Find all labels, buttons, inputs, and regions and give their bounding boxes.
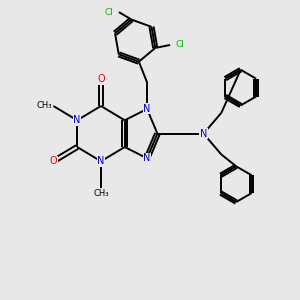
Text: N: N	[200, 129, 207, 139]
Text: O: O	[50, 156, 57, 166]
Text: N: N	[74, 115, 81, 125]
Text: N: N	[143, 153, 151, 163]
Text: N: N	[97, 156, 105, 166]
Text: O: O	[97, 74, 105, 84]
Text: CH₃: CH₃	[36, 101, 52, 110]
Text: N: N	[143, 104, 151, 114]
Text: CH₃: CH₃	[93, 189, 109, 198]
Text: Cl: Cl	[105, 8, 114, 16]
Text: Cl: Cl	[176, 40, 184, 50]
